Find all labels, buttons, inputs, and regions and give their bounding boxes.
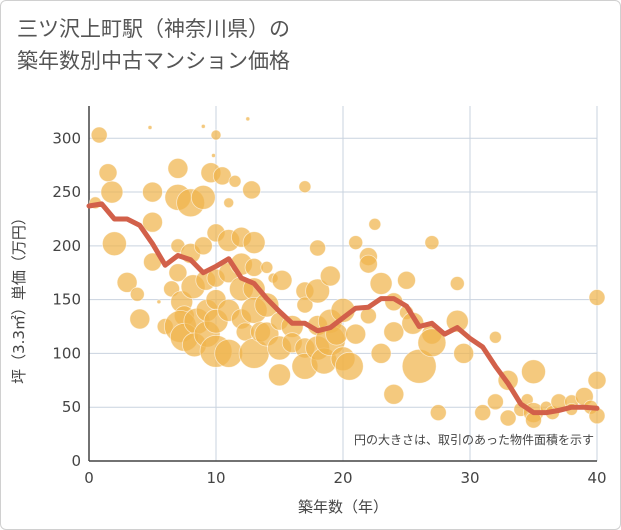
bubble-point bbox=[474, 404, 492, 422]
bubble-point bbox=[142, 181, 163, 203]
bubble-point bbox=[271, 269, 293, 291]
bubble-point bbox=[242, 231, 266, 255]
bubble-point bbox=[334, 351, 364, 381]
bubble-point bbox=[453, 342, 475, 364]
bubble-point bbox=[268, 363, 291, 387]
bubble-point bbox=[296, 296, 314, 314]
bubble-point bbox=[445, 309, 469, 333]
bubble-point bbox=[499, 409, 517, 427]
bubble-point bbox=[167, 157, 189, 179]
bubble-point bbox=[587, 370, 607, 390]
x-tick-labels: 0 10 20 30 40 bbox=[84, 469, 606, 487]
y-tick-label: 250 bbox=[52, 183, 81, 201]
bubble-point bbox=[397, 270, 416, 290]
y-tick-label: 100 bbox=[52, 344, 81, 362]
bubble-point bbox=[305, 278, 331, 304]
bubble-point bbox=[98, 163, 118, 183]
bubble-point bbox=[369, 272, 393, 295]
bubble-point bbox=[368, 217, 382, 231]
y-tick-label: 50 bbox=[62, 398, 81, 416]
y-tick-label: 200 bbox=[52, 237, 81, 255]
chart-title-line-1: 三ツ沢上町駅（神奈川県）の bbox=[17, 17, 290, 41]
bubble-point bbox=[424, 235, 440, 251]
bubble-point bbox=[588, 289, 606, 306]
bubble-point bbox=[298, 180, 312, 194]
bubble-point bbox=[210, 129, 222, 141]
bubble-point bbox=[156, 299, 162, 305]
bubble-point bbox=[488, 330, 502, 344]
chart-title: 三ツ沢上町駅（神奈川県）の 築年数別中古マンション価格 bbox=[17, 13, 607, 77]
bubble-point bbox=[168, 263, 188, 283]
bubble-point bbox=[260, 260, 274, 274]
x-tick-label: 30 bbox=[460, 469, 479, 487]
y-tick-label: 150 bbox=[52, 291, 81, 309]
bubble-point bbox=[486, 393, 504, 411]
x-tick-label: 0 bbox=[84, 469, 94, 487]
bubble-point bbox=[142, 211, 163, 233]
x-tick-label: 20 bbox=[333, 469, 352, 487]
bubble-point bbox=[223, 197, 235, 209]
bubble-point bbox=[417, 328, 447, 358]
bubble-point bbox=[429, 404, 447, 422]
bubble-point bbox=[193, 236, 213, 256]
y-tick-label: 300 bbox=[52, 129, 81, 147]
bubble-point bbox=[521, 359, 546, 385]
bubble-point bbox=[449, 276, 465, 291]
bubble-point bbox=[200, 124, 206, 129]
bubble-point bbox=[319, 265, 341, 287]
y-tick-label: 0 bbox=[71, 452, 81, 470]
bubble-point bbox=[147, 125, 153, 130]
bubble-layer bbox=[88, 116, 607, 429]
y-axis-title: 坪（3.3㎡）単価（万円） bbox=[10, 210, 28, 384]
bubble-point bbox=[129, 308, 151, 330]
bubble-point bbox=[228, 174, 242, 188]
bubble-point bbox=[345, 323, 367, 345]
bubble-point bbox=[214, 338, 244, 368]
bubble-point bbox=[359, 307, 377, 325]
bubble-point bbox=[348, 235, 364, 251]
bubble-size-note: 円の大きさは、取引のあった物件面積を示す bbox=[354, 432, 594, 447]
bubble-point bbox=[370, 342, 392, 364]
bubble-point bbox=[309, 239, 327, 257]
x-tick-label: 10 bbox=[206, 469, 225, 487]
bubble-point bbox=[254, 292, 280, 318]
bubble-point bbox=[90, 126, 108, 144]
bubble-point bbox=[212, 166, 232, 186]
chart-title-line-2: 築年数別中古マンション価格 bbox=[17, 49, 290, 73]
bubble-point bbox=[190, 184, 216, 210]
x-axis-title: 築年数（年） bbox=[298, 498, 388, 516]
bubble-point bbox=[129, 286, 145, 302]
y-tick-labels: 0 50 100 150 200 250 300 bbox=[52, 129, 81, 470]
bubble-point bbox=[211, 153, 216, 158]
bubble-point bbox=[358, 254, 378, 274]
bubble-point bbox=[242, 180, 262, 200]
bubble-point bbox=[102, 231, 127, 257]
bubble-point bbox=[383, 383, 405, 405]
trend-line bbox=[86, 201, 600, 416]
bubble-point bbox=[100, 180, 124, 204]
bubble-point bbox=[116, 271, 138, 293]
bubble-point bbox=[245, 116, 251, 122]
x-tick-label: 40 bbox=[587, 469, 606, 487]
bubble-point bbox=[383, 321, 405, 343]
